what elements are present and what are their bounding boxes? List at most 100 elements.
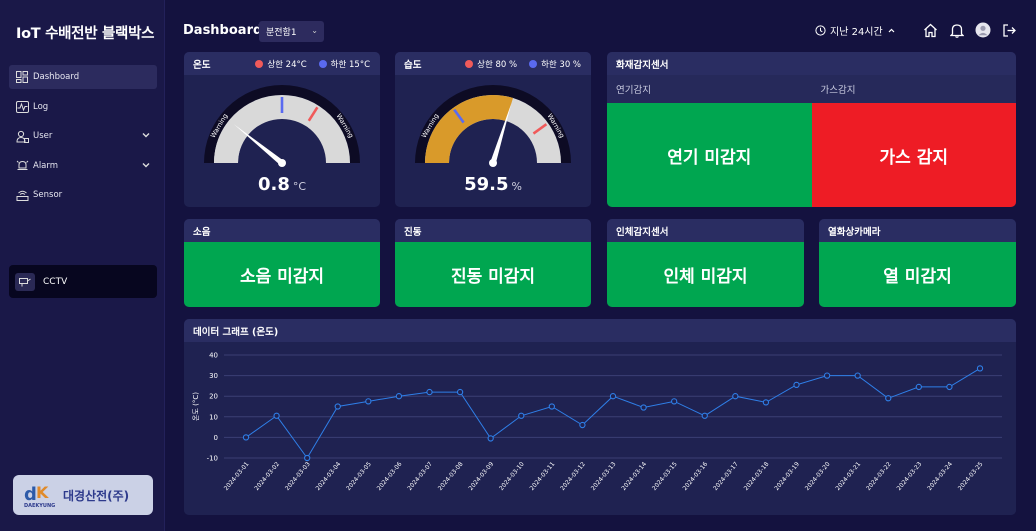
chevron-down-icon[interactable] — [141, 130, 151, 140]
card-title: 온도 — [193, 59, 211, 71]
thermal-status: 열 미감지 — [819, 242, 1016, 307]
upper-dot-icon — [255, 60, 264, 68]
data-point[interactable] — [640, 404, 647, 411]
panel-select[interactable]: 분전함1 ⌄ — [259, 21, 324, 42]
dashboard-icon — [15, 70, 29, 84]
page-title: Dashboard — [183, 23, 263, 38]
upper-threshold-marker — [532, 123, 548, 135]
logout-icon[interactable] — [1001, 22, 1017, 38]
card-title: 열화상카메라 — [828, 226, 881, 238]
sidebar-item-user[interactable]: User — [9, 124, 157, 148]
data-point[interactable] — [518, 412, 525, 419]
alarm-icon — [15, 159, 29, 173]
card-title: 화재감지센서 — [616, 59, 669, 71]
temperature-gauge: Warning Warning — [204, 85, 360, 167]
temperature-unit: °C — [292, 180, 307, 193]
data-point[interactable] — [976, 365, 984, 372]
pulse-icon — [15, 100, 29, 114]
data-point[interactable] — [334, 403, 341, 410]
data-point[interactable] — [732, 393, 739, 400]
chevron-up-icon — [888, 28, 895, 33]
temperature-chart-card: 데이터 그래프 (온도) -10 0 10 20 30 40 온도 (°C) 2024-03-… — [184, 319, 1016, 515]
lower-dot-icon — [529, 60, 538, 68]
svg-text:DAEKYUNG: DAEKYUNG — [24, 503, 55, 509]
data-point[interactable] — [823, 372, 831, 379]
logo-text: 대경산전(주) — [63, 488, 130, 503]
data-point[interactable] — [456, 388, 464, 396]
data-point[interactable] — [426, 388, 433, 396]
humidity-gauge: Warning Warning — [415, 85, 571, 167]
upper-label: 상한 80 % — [477, 60, 518, 70]
users-icon — [15, 129, 29, 143]
data-point[interactable] — [915, 383, 922, 391]
data-point[interactable] — [701, 412, 708, 419]
y-tick-label: 10 — [209, 413, 218, 421]
data-point[interactable] — [609, 393, 617, 400]
card-title: 인체감지센서 — [616, 226, 669, 238]
gauge-rim — [204, 85, 360, 163]
data-point[interactable] — [548, 403, 555, 410]
gauge-needle-hub — [489, 159, 497, 167]
sidebar-item-log[interactable]: Log — [9, 95, 157, 119]
lower-label: 하한 30 % — [541, 60, 581, 70]
sidebar-nav: Dashboard Log User Alarm Senso — [9, 65, 157, 213]
noise-card: 소음 소음 미감지 — [184, 219, 380, 307]
time-range-label: 지난 24시간 — [830, 27, 883, 38]
data-point[interactable] — [487, 435, 494, 442]
gas-label: 가스감지 — [820, 85, 856, 96]
temperature-value-display: 0.8 °C — [184, 174, 380, 195]
camera-icon — [15, 272, 35, 291]
data-point[interactable] — [395, 393, 403, 400]
sidebar-item-label: Sensor — [33, 190, 63, 200]
vibration-status: 진동 미감지 — [395, 242, 591, 307]
gas-status: 가스 감지 — [811, 103, 1016, 207]
time-range-select[interactable]: 지난 24시간 — [815, 23, 900, 38]
sidebar-item-sensor[interactable]: Sensor — [9, 183, 157, 207]
fire-sensor-card: 화재감지센서 연기감지 가스감지 연기 미감지 가스 감지 — [607, 52, 1016, 207]
humidity-value: 59.5 — [464, 174, 509, 195]
data-point[interactable] — [762, 399, 770, 406]
smoke-label: 연기감지 — [616, 85, 651, 96]
upper-threshold-marker — [307, 106, 319, 122]
threshold-legend: 상한 80 % 하한 30 % — [465, 58, 581, 70]
clock-icon — [815, 25, 826, 36]
sidebar-item-label: Dashboard — [33, 72, 80, 82]
upper-label: 상한 24°C — [267, 60, 307, 70]
gauge-fill — [214, 120, 248, 163]
sidebar-item-label: User — [33, 131, 53, 141]
data-point[interactable] — [793, 381, 800, 389]
upper-dot-icon — [465, 60, 474, 68]
chart-background — [184, 342, 1016, 515]
data-point[interactable] — [854, 372, 861, 379]
avatar[interactable] — [975, 22, 991, 38]
humidity-value-display: 59.5% — [395, 174, 591, 195]
sidebar-item-label: CCTV — [43, 276, 68, 287]
chevron-down-icon[interactable] — [141, 160, 151, 170]
home-icon[interactable] — [922, 22, 938, 38]
data-point[interactable] — [242, 434, 250, 441]
sidebar-item-cctv[interactable]: CCTV — [9, 265, 157, 298]
gauge-needle-hub — [278, 159, 286, 167]
y-axis-label: 온도 (°C) — [192, 392, 200, 421]
data-point[interactable] — [946, 383, 953, 391]
noise-status: 소음 미감지 — [184, 242, 380, 307]
data-point[interactable] — [579, 421, 586, 429]
lower-label: 하한 15°C — [330, 60, 370, 70]
smoke-status: 연기 미감지 — [607, 103, 812, 207]
data-point[interactable] — [671, 398, 678, 405]
sidebar-item-dashboard[interactable]: Dashboard — [9, 65, 157, 89]
gauge-needle — [233, 124, 284, 166]
chevron-down-icon: ⌄ — [311, 26, 318, 35]
card-title: 소음 — [193, 226, 211, 238]
data-point[interactable] — [365, 398, 372, 405]
bell-icon[interactable] — [949, 22, 965, 38]
sidebar-item-alarm[interactable]: Alarm — [9, 154, 157, 178]
gauge-needle — [490, 103, 512, 164]
data-point[interactable] — [273, 412, 280, 419]
panel-select-value: 분전함1 — [266, 28, 297, 38]
data-point[interactable] — [304, 454, 311, 462]
y-tick-label: 40 — [209, 352, 218, 360]
vibration-card: 진동 진동 미감지 — [395, 219, 591, 307]
human-sensor-card: 인체감지센서 인체 미감지 — [607, 219, 804, 307]
data-point[interactable] — [885, 395, 892, 402]
